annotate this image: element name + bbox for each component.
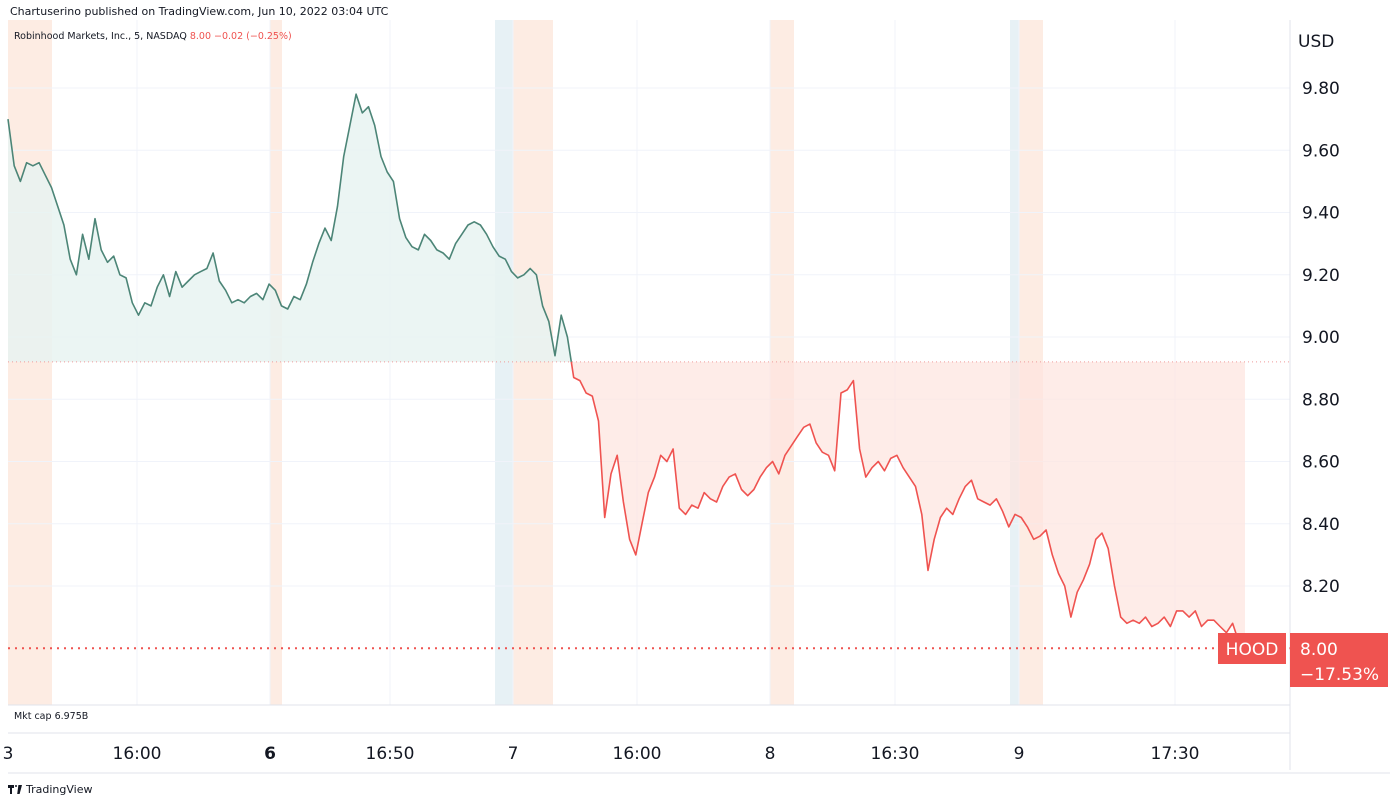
x-tick-label: 3 (3, 744, 14, 764)
series-line-down (570, 361, 1246, 649)
series-line-up (7, 93, 573, 363)
x-tick-label: 8 (765, 744, 776, 764)
brand-name: TradingView (26, 783, 93, 796)
x-tick-label: 9 (1014, 744, 1025, 764)
tradingview-logo-icon (8, 785, 22, 794)
area-fills (8, 94, 1290, 649)
y-tick-label: 8.40 (1302, 515, 1340, 535)
x-tick-label: 16:30 (871, 744, 920, 764)
session-band (8, 20, 52, 705)
legend-symbol: Robinhood Markets, Inc., 5, NASDAQ (14, 31, 187, 42)
mkt-cap-indicator[interactable]: Mkt cap 6.975B (14, 711, 88, 722)
y-tick-label: 8.20 (1302, 577, 1340, 597)
price-tag: HOOD 8.00 −17.53% (1218, 633, 1388, 687)
y-tick-label: 9.80 (1302, 79, 1340, 99)
symbol-tag-text: HOOD (1226, 640, 1279, 660)
y-axis-ticks: 9.80 9.60 9.40 9.20 9.00 8.80 8.60 8.40 8.20 (1302, 79, 1340, 597)
y-tick-label: 8.80 (1302, 390, 1340, 410)
price-line (7, 93, 1290, 650)
x-tick-label: 16:00 (613, 744, 662, 764)
up-area (8, 94, 572, 362)
symbol-tag-bg (1218, 633, 1286, 664)
session-band (495, 20, 513, 705)
down-area (571, 361, 1245, 649)
currency-label: USD (1298, 32, 1334, 52)
x-tick-label: 7 (508, 744, 519, 764)
x-tick-label: 16:00 (113, 744, 162, 764)
legend-values: 8.00 −0.02 (−0.25%) (189, 31, 292, 42)
tradingview-brand[interactable]: TradingView (8, 783, 92, 796)
y-tick-label: 8.60 (1302, 453, 1340, 473)
session-band (513, 20, 553, 705)
symbol-legend[interactable]: Robinhood Markets, Inc., 5, NASDAQ 8.00 … (14, 31, 292, 42)
x-tick-label: 16:50 (366, 744, 415, 764)
y-tick-label: 9.40 (1302, 204, 1340, 224)
price-tag-price: 8.00 (1300, 640, 1338, 660)
y-tick-label: 9.00 (1302, 328, 1340, 348)
y-tick-label: 9.20 (1302, 266, 1340, 286)
y-tick-label: 9.60 (1302, 141, 1340, 161)
mkt-cap-label: Mkt cap (14, 711, 52, 722)
x-axis-ticks: 3 16:00 6 16:50 7 16:00 8 16:30 9 17:30 (3, 744, 1200, 764)
price-tag-bg (1290, 633, 1388, 687)
mkt-cap-value: 6.975B (54, 711, 89, 722)
publisher-line: Chartuserino published on TradingView.co… (10, 5, 389, 18)
price-tag-change: −17.53% (1300, 665, 1379, 685)
session-band (270, 20, 282, 705)
x-tick-label: 6 (264, 744, 276, 764)
x-tick-label: 17:30 (1151, 744, 1200, 764)
